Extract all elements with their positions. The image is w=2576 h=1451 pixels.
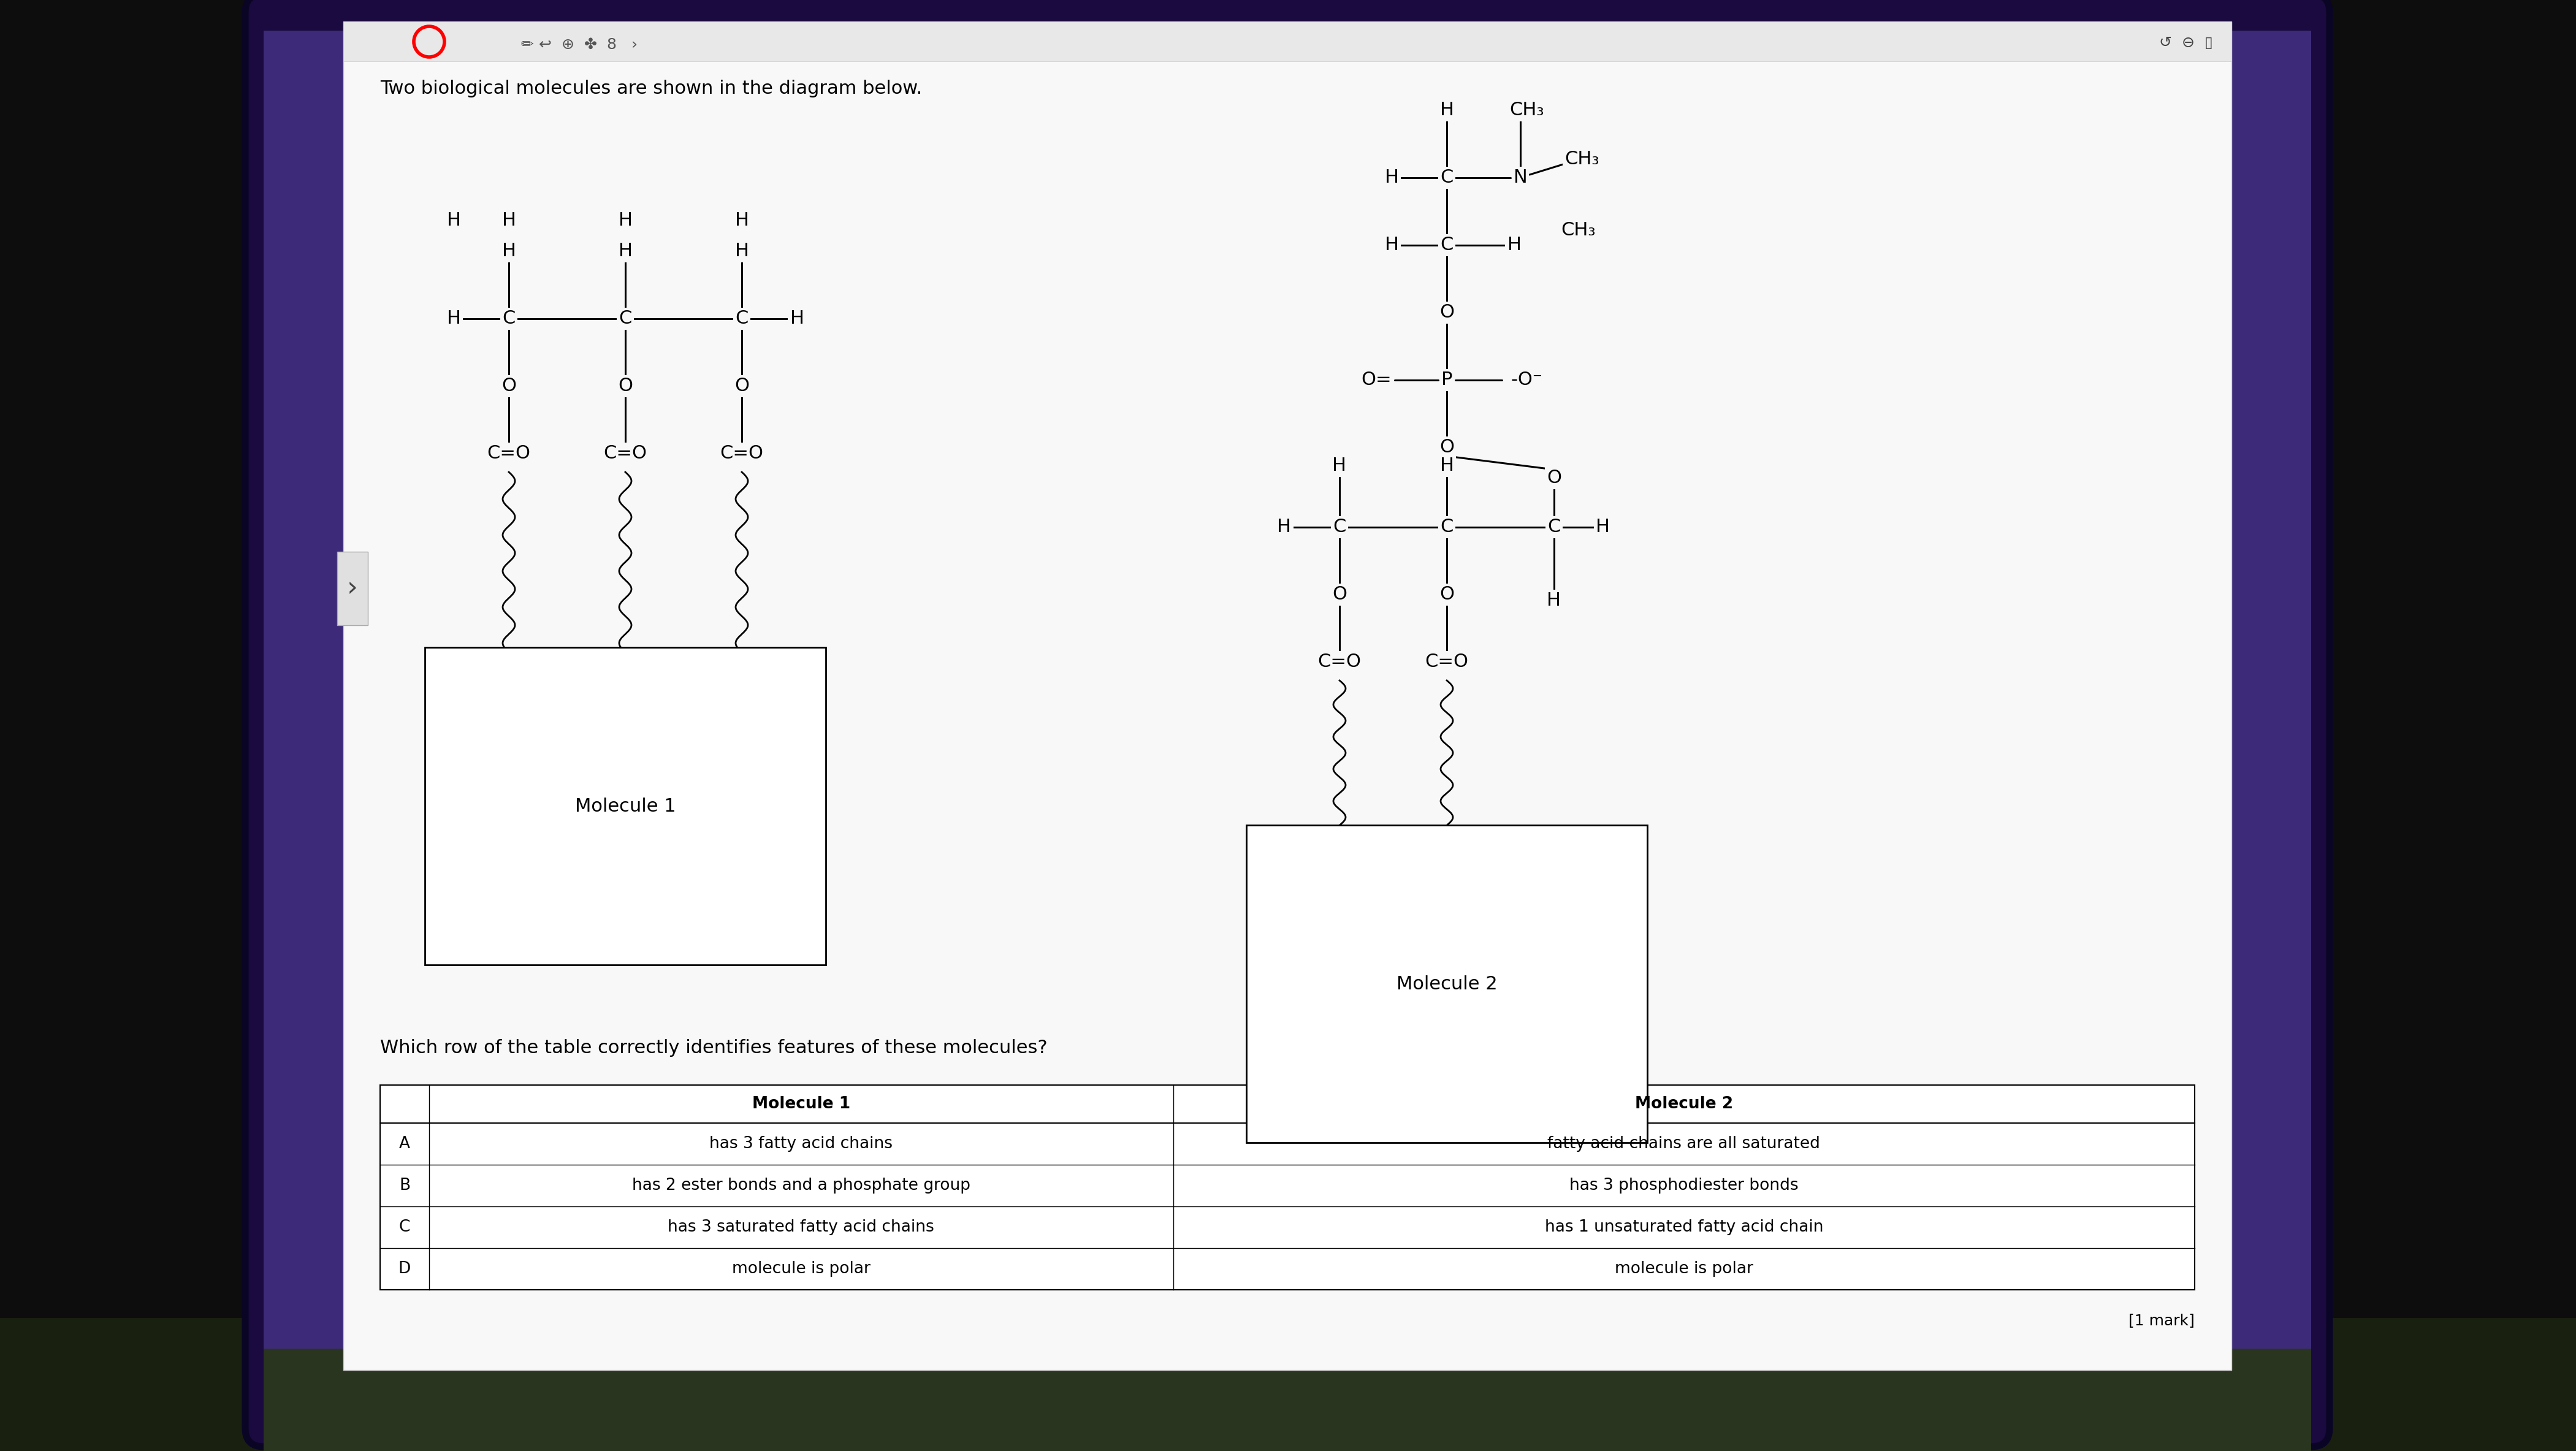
Text: H: H — [1383, 168, 1399, 187]
Text: Molecule 2: Molecule 2 — [1396, 975, 1497, 992]
Bar — [263, 30, 343, 1422]
Bar — [0, 1318, 2576, 1451]
Text: H: H — [618, 212, 631, 229]
Text: O: O — [1332, 586, 1347, 604]
Text: C: C — [1440, 237, 1453, 254]
Text: ✏ ↩  ⊕  ✤  8   ›: ✏ ↩ ⊕ ✤ 8 › — [520, 38, 639, 52]
Text: O: O — [734, 377, 750, 395]
Text: has 3 saturated fatty acid chains: has 3 saturated fatty acid chains — [667, 1219, 935, 1235]
Text: has 2 ester bonds and a phosphate group: has 2 ester bonds and a phosphate group — [631, 1178, 971, 1194]
Text: ›: › — [348, 575, 358, 602]
Bar — [343, 22, 2231, 61]
Text: C: C — [1548, 518, 1561, 535]
Text: H: H — [1383, 237, 1399, 254]
Text: P: P — [1440, 371, 1453, 389]
Text: H: H — [446, 311, 461, 328]
Text: N: N — [1512, 168, 1528, 187]
Text: Which row of the table correctly identifies features of these molecules?: Which row of the table correctly identif… — [381, 1039, 1048, 1056]
Text: O: O — [1440, 303, 1453, 322]
Bar — [2329, 0, 2576, 1451]
Bar — [2231, 30, 2311, 1422]
Text: O: O — [1440, 586, 1453, 604]
Text: H: H — [1332, 457, 1347, 474]
Text: H: H — [1278, 518, 1291, 535]
Text: D: D — [399, 1261, 410, 1277]
Text: molecule is polar: molecule is polar — [1615, 1261, 1754, 1277]
Text: [1 mark]: [1 mark] — [2128, 1313, 2195, 1328]
Text: has 1 unsaturated fatty acid chain: has 1 unsaturated fatty acid chain — [1546, 1219, 1824, 1235]
Bar — [343, 22, 2231, 1370]
Text: C=O: C=O — [487, 445, 531, 463]
Text: CH₃: CH₃ — [1561, 221, 1597, 239]
Text: C: C — [618, 311, 631, 328]
Text: C: C — [1332, 518, 1347, 535]
Text: O: O — [1546, 469, 1561, 488]
Text: Two biological molecules are shown in the diagram below.: Two biological molecules are shown in th… — [381, 80, 922, 97]
Text: has 3 fatty acid chains: has 3 fatty acid chains — [708, 1136, 894, 1152]
Text: CH₃: CH₃ — [1510, 102, 1543, 119]
Text: H: H — [618, 242, 631, 260]
Text: O: O — [502, 377, 515, 395]
Text: H: H — [502, 212, 515, 229]
Text: O=: O= — [1360, 371, 1391, 389]
Text: O: O — [1440, 438, 1453, 457]
Text: H: H — [446, 212, 461, 229]
Text: H: H — [734, 242, 750, 260]
Text: H: H — [1597, 518, 1610, 535]
Text: fatty acid chains are all saturated: fatty acid chains are all saturated — [1548, 1136, 1821, 1152]
Text: Molecule 1: Molecule 1 — [752, 1096, 850, 1111]
Text: H: H — [791, 311, 804, 328]
Bar — [0, 0, 343, 1451]
Text: C=O: C=O — [721, 445, 762, 463]
Text: C: C — [734, 311, 750, 328]
Text: H: H — [1548, 592, 1561, 609]
Text: CH₃: CH₃ — [1564, 151, 1600, 168]
Text: H: H — [1440, 457, 1453, 474]
Text: H: H — [1507, 237, 1522, 254]
Text: Molecule 2: Molecule 2 — [1636, 1096, 1734, 1111]
Text: molecule is polar: molecule is polar — [732, 1261, 871, 1277]
Bar — [263, 1348, 2311, 1435]
Text: C: C — [502, 311, 515, 328]
Text: H: H — [1440, 102, 1453, 119]
Text: C: C — [1440, 518, 1453, 535]
Text: -O⁻: -O⁻ — [1510, 371, 1543, 389]
Bar — [337, 551, 368, 625]
Text: H: H — [502, 242, 515, 260]
Text: B: B — [399, 1178, 410, 1194]
Text: O: O — [618, 377, 634, 395]
Bar — [381, 1085, 2195, 1290]
Text: C=O: C=O — [603, 445, 647, 463]
Bar — [263, 1348, 2311, 1451]
Text: C: C — [399, 1219, 410, 1235]
Text: Molecule 1: Molecule 1 — [574, 797, 675, 815]
Text: C=O: C=O — [1425, 653, 1468, 670]
Text: H: H — [734, 212, 750, 229]
Text: C=O: C=O — [1319, 653, 1360, 670]
Text: C: C — [1440, 168, 1453, 187]
Text: has 3 phosphodiester bonds: has 3 phosphodiester bonds — [1569, 1178, 1798, 1194]
FancyBboxPatch shape — [245, 0, 2329, 1447]
Text: A: A — [399, 1136, 410, 1152]
Text: ↺  ⊖  ▯: ↺ ⊖ ▯ — [2159, 36, 2213, 51]
